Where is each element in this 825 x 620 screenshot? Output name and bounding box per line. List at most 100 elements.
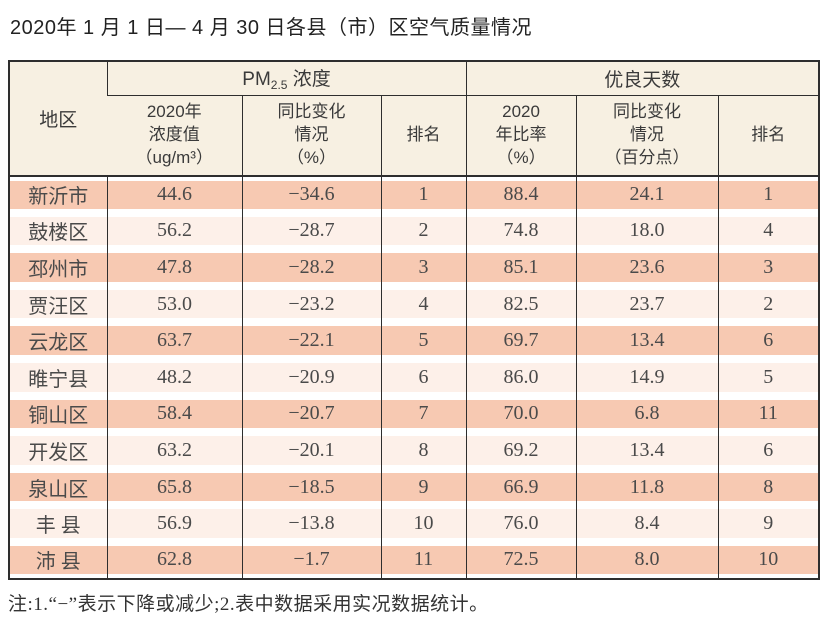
- good-rank-cell: 2: [717, 285, 820, 323]
- pm25-label-base: PM: [242, 69, 271, 91]
- good-change-cell: 6.8: [575, 395, 719, 433]
- pm-value-cell: 62.8: [106, 541, 242, 579]
- pm-value-cell: 44.6: [106, 176, 242, 213]
- region-cell: 丰 县: [9, 505, 107, 542]
- pm-value-cell: 63.2: [106, 432, 242, 469]
- pm-value-cell: 65.8: [106, 468, 242, 506]
- pm-rank-cell: 1: [380, 176, 467, 213]
- good-change-cell: 14.9: [575, 358, 719, 396]
- pm-change-cell: −18.5: [241, 468, 381, 506]
- pm-change-cell: −34.6: [241, 176, 381, 213]
- region-cell: 云龙区: [9, 322, 107, 359]
- good-rank-cell: 4: [717, 212, 820, 250]
- pm-value-cell: 53.0: [106, 285, 242, 323]
- good-rank-cell: 11: [717, 395, 820, 433]
- good-change-cell: 18.0: [575, 212, 719, 250]
- good-change-cell: 13.4: [575, 322, 719, 359]
- table-row: 鼓楼区 56.2 −28.7 2 74.8 18.0 4: [9, 212, 820, 250]
- table-row: 沛 县 62.8 −1.7 11 72.5 8.0 10: [9, 541, 820, 579]
- good-change-cell: 23.7: [575, 285, 719, 323]
- column-group-pm25: PM2.5 浓度: [106, 61, 467, 96]
- pm-rank-cell: 10: [380, 505, 467, 542]
- pm-value-cell: 47.8: [106, 249, 242, 286]
- column-header-region: 地区: [9, 61, 107, 177]
- pm-value-cell: 48.2: [106, 358, 242, 396]
- good-rank-cell: 9: [717, 505, 820, 542]
- good-rank-cell: 8: [717, 468, 820, 506]
- good-change-cell: 8.4: [575, 505, 719, 542]
- pm-change-cell: −23.2: [241, 285, 381, 323]
- table-row: 新沂市 44.6 −34.6 1 88.4 24.1 1: [9, 176, 820, 213]
- table-row: 云龙区 63.7 −22.1 5 69.7 13.4 6: [9, 322, 820, 359]
- pm-rank-cell: 2: [380, 212, 467, 250]
- sub-header-row: 2020年 浓度值 （ug/m³） 同比变化 情况 （%） 排名 2020 年比…: [9, 95, 820, 177]
- good-rank-cell: 6: [717, 432, 820, 469]
- good-rate-cell: 86.0: [465, 358, 577, 396]
- region-cell: 鼓楼区: [9, 212, 107, 250]
- good-rank-cell: 10: [717, 541, 820, 579]
- pm-value-cell: 56.9: [106, 505, 242, 542]
- table-row: 泉山区 65.8 −18.5 9 66.9 11.8 8: [9, 468, 820, 506]
- pm-change-cell: −20.9: [241, 358, 381, 396]
- good-rate-cell: 70.0: [465, 395, 577, 433]
- table-row: 贾汪区 53.0 −23.2 4 82.5 23.7 2: [9, 285, 820, 323]
- good-rate-cell: 69.2: [465, 432, 577, 469]
- pm-rank-cell: 8: [380, 432, 467, 469]
- good-rate-cell: 88.4: [465, 176, 577, 213]
- region-cell: 新沂市: [9, 176, 107, 213]
- column-header-pm-change: 同比变化 情况 （%）: [241, 95, 381, 177]
- table-row: 丰 县 56.9 −13.8 10 76.0 8.4 9: [9, 505, 820, 542]
- good-rate-cell: 82.5: [465, 285, 577, 323]
- region-cell: 铜山区: [9, 395, 107, 433]
- good-rank-cell: 1: [717, 176, 820, 213]
- good-rate-cell: 74.8: [465, 212, 577, 250]
- table-row: 铜山区 58.4 −20.7 7 70.0 6.8 11: [9, 395, 820, 433]
- column-group-good-days: 优良天数: [465, 61, 820, 96]
- air-quality-table: 地区 PM2.5 浓度 优良天数 2020年 浓度值 （ug/m³） 同比变化 …: [8, 60, 821, 580]
- table-row: 邳州市 47.8 −28.2 3 85.1 23.6 3: [9, 249, 820, 286]
- pm-change-cell: −20.7: [241, 395, 381, 433]
- region-cell: 泉山区: [9, 468, 107, 506]
- pm-change-cell: −13.8: [241, 505, 381, 542]
- column-header-good-rank: 排名: [717, 95, 820, 177]
- region-cell: 睢宁县: [9, 358, 107, 396]
- good-change-cell: 23.6: [575, 249, 719, 286]
- pm-rank-cell: 7: [380, 395, 467, 433]
- page-title: 2020年 1 月 1 日— 4 月 30 日各县（市）区空气质量情况: [10, 17, 533, 39]
- pm-rank-cell: 4: [380, 285, 467, 323]
- region-cell: 邳州市: [9, 249, 107, 286]
- table-row: 开发区 63.2 −20.1 8 69.2 13.4 6: [9, 432, 820, 469]
- group-header-row: 地区 PM2.5 浓度 优良天数: [9, 61, 820, 177]
- good-change-cell: 11.8: [575, 468, 719, 506]
- pm-change-cell: −1.7: [241, 541, 381, 579]
- pm-change-cell: −20.1: [241, 432, 381, 469]
- good-change-cell: 8.0: [575, 541, 719, 579]
- column-header-good-rate: 2020 年比率 （%）: [465, 95, 577, 177]
- good-rate-cell: 66.9: [465, 468, 577, 506]
- good-rate-cell: 69.7: [465, 322, 577, 359]
- table-row: 睢宁县 48.2 −20.9 6 86.0 14.9 5: [9, 358, 820, 396]
- region-cell: 开发区: [9, 432, 107, 469]
- pm-change-cell: −28.7: [241, 212, 381, 250]
- region-cell: 沛 县: [9, 541, 107, 579]
- pm-value-cell: 56.2: [106, 212, 242, 250]
- good-rate-cell: 72.5: [465, 541, 577, 579]
- good-rank-cell: 6: [717, 322, 820, 359]
- pm25-label-rest: 浓度: [287, 69, 331, 91]
- good-change-cell: 24.1: [575, 176, 719, 213]
- good-rate-cell: 76.0: [465, 505, 577, 542]
- region-cell: 贾汪区: [9, 285, 107, 323]
- pm25-label-subscript: 2.5: [270, 78, 288, 93]
- pm-rank-cell: 6: [380, 358, 467, 396]
- pm-rank-cell: 11: [380, 541, 467, 579]
- pm-rank-cell: 9: [380, 468, 467, 506]
- good-rank-cell: 3: [717, 249, 820, 286]
- pm-value-cell: 58.4: [106, 395, 242, 433]
- good-change-cell: 13.4: [575, 432, 719, 469]
- pm-change-cell: −28.2: [241, 249, 381, 286]
- pm-rank-cell: 3: [380, 249, 467, 286]
- good-rank-cell: 5: [717, 358, 820, 396]
- pm-value-cell: 63.7: [106, 322, 242, 359]
- table-body: 新沂市 44.6 −34.6 1 88.4 24.1 1 鼓楼区 56.2 −2…: [9, 176, 820, 579]
